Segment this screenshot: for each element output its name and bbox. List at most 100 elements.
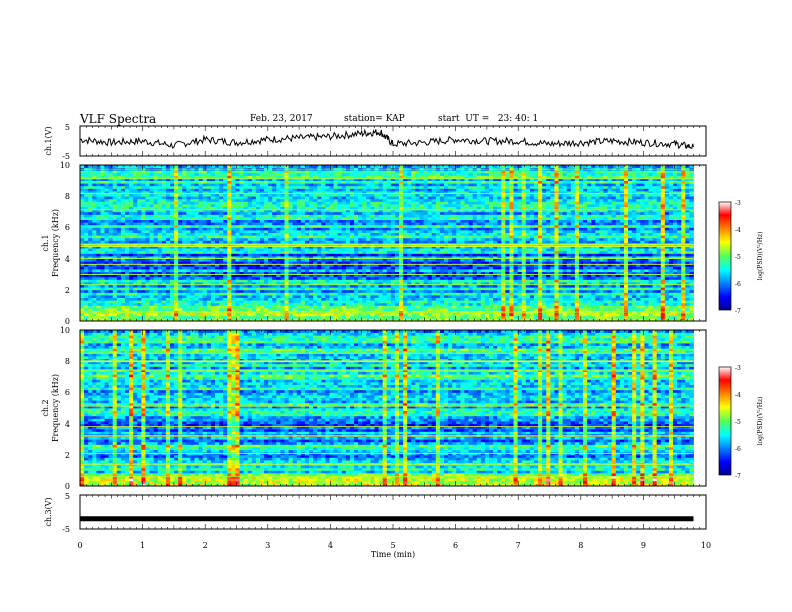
spectrogram-cell	[182, 263, 187, 267]
spectrogram-cell	[456, 237, 461, 241]
spectrogram-cell	[80, 248, 85, 252]
spectrogram-cell	[100, 253, 105, 257]
spectrogram-cell	[182, 279, 187, 283]
spectrogram-cell	[374, 282, 379, 285]
spectrogram-cell	[202, 292, 208, 296]
spectrogram-cell	[513, 305, 519, 309]
spectrogram-cell	[223, 287, 228, 291]
spectrogram-cell	[235, 266, 240, 270]
spectrogram-cell	[313, 305, 318, 309]
spectrogram-cell	[591, 300, 596, 304]
spectrogram-cell	[615, 248, 621, 252]
spectrogram-cell	[439, 300, 445, 304]
spectrogram-cell	[333, 269, 339, 272]
spectrogram-cell	[186, 245, 191, 249]
spectrogram-cell	[574, 292, 580, 296]
spectrogram-cell	[439, 289, 445, 293]
spectrogram-cell	[296, 269, 302, 272]
spectrogram-cell	[178, 274, 183, 278]
spectrogram-cell	[264, 292, 269, 296]
spectrogram-cell	[525, 282, 531, 285]
spectrogram-cell	[268, 295, 273, 298]
spectrogram-cell	[88, 245, 93, 249]
spectrogram-cell	[284, 297, 289, 301]
spectrogram-cell	[272, 289, 277, 293]
spectrogram-cell	[309, 248, 314, 252]
spectrogram-cell	[280, 263, 285, 267]
spectrogram-cell	[623, 284, 629, 288]
spectrogram-cell	[480, 271, 486, 275]
spectrogram-cell	[329, 237, 334, 241]
spectrogram-cell	[439, 269, 445, 272]
spectrogram-cell	[325, 300, 330, 304]
spectrogram-cell	[529, 240, 535, 244]
spectrogram-cell	[399, 237, 404, 241]
spectrogram-cell	[304, 295, 310, 298]
spectrogram-cell	[677, 271, 682, 275]
spectrogram-cell	[235, 258, 240, 262]
spectrogram-cell	[513, 261, 519, 265]
spectrogram-cell	[280, 297, 285, 301]
spectrogram-cell	[521, 263, 527, 267]
spectrogram-cell	[689, 250, 694, 254]
spectrogram-cell	[583, 266, 588, 270]
spectrogram-cell	[149, 256, 155, 259]
spectrogram-cell	[104, 253, 110, 257]
spectrogram-cell	[435, 235, 441, 239]
spectrogram-cell	[182, 300, 187, 304]
spectrogram-cell	[165, 232, 171, 236]
spectrogram-cell	[501, 300, 506, 304]
spectrogram-cell	[88, 235, 93, 239]
spectrogram-cell	[501, 318, 506, 322]
spectrogram-cell	[435, 256, 441, 259]
spectrogram-cell	[587, 253, 592, 257]
spectrogram-cell	[157, 248, 163, 252]
spectrogram-cell	[264, 282, 269, 285]
spectrogram-cell	[264, 295, 269, 298]
spectrogram-cell	[578, 297, 584, 301]
spectrogram-cell	[309, 289, 314, 293]
spectrogram-cell	[153, 318, 159, 322]
spectrogram-cell	[112, 287, 118, 291]
spectrogram-cell	[644, 274, 649, 278]
spectrogram-cell	[538, 276, 543, 280]
spectrogram-cell	[247, 261, 253, 265]
spectrogram-cell	[259, 282, 265, 285]
spectrogram-cell	[129, 282, 134, 285]
spectrogram-cell	[366, 240, 371, 244]
spectrogram-cell	[169, 235, 175, 239]
spectrogram-cell	[206, 305, 212, 309]
spectrogram-cell	[562, 245, 568, 249]
spectrogram-cell	[133, 263, 138, 267]
spectrogram-cell	[231, 261, 236, 265]
spectrogram-cell	[615, 282, 621, 285]
spectrogram-cell	[313, 261, 318, 265]
spectrogram-cell	[505, 318, 510, 322]
spectrogram-cell	[264, 237, 269, 241]
spectrogram-cell	[689, 308, 694, 311]
spectrogram-cell	[394, 318, 400, 322]
spectrogram-cell	[554, 302, 559, 306]
spectrogram-cell	[636, 269, 641, 272]
spectrogram-cell	[611, 282, 617, 285]
spectrogram-cell	[321, 248, 326, 252]
spectrogram-cell	[239, 300, 244, 304]
spectrogram-cell	[349, 250, 355, 254]
spectrogram-cell	[423, 235, 429, 239]
spectrogram-cell	[333, 315, 339, 319]
spectrogram-cell	[296, 313, 302, 317]
spectrogram-cell	[251, 266, 257, 270]
spectrogram-cell	[403, 279, 408, 283]
spectrogram-cell	[100, 287, 105, 291]
spectrogram-cell	[174, 284, 179, 288]
spectrogram-cell	[210, 287, 216, 291]
spectrogram-cell	[476, 295, 482, 298]
spectrogram-cell	[206, 287, 212, 291]
spectrogram-cell	[223, 295, 228, 298]
spectrogram-cell	[214, 315, 220, 319]
spectrogram-cell	[681, 237, 686, 241]
spectrogram-cell	[464, 287, 469, 291]
spectrogram-cell	[169, 284, 175, 288]
spectrogram-cell	[272, 245, 277, 249]
spectrogram-cell	[488, 256, 494, 259]
